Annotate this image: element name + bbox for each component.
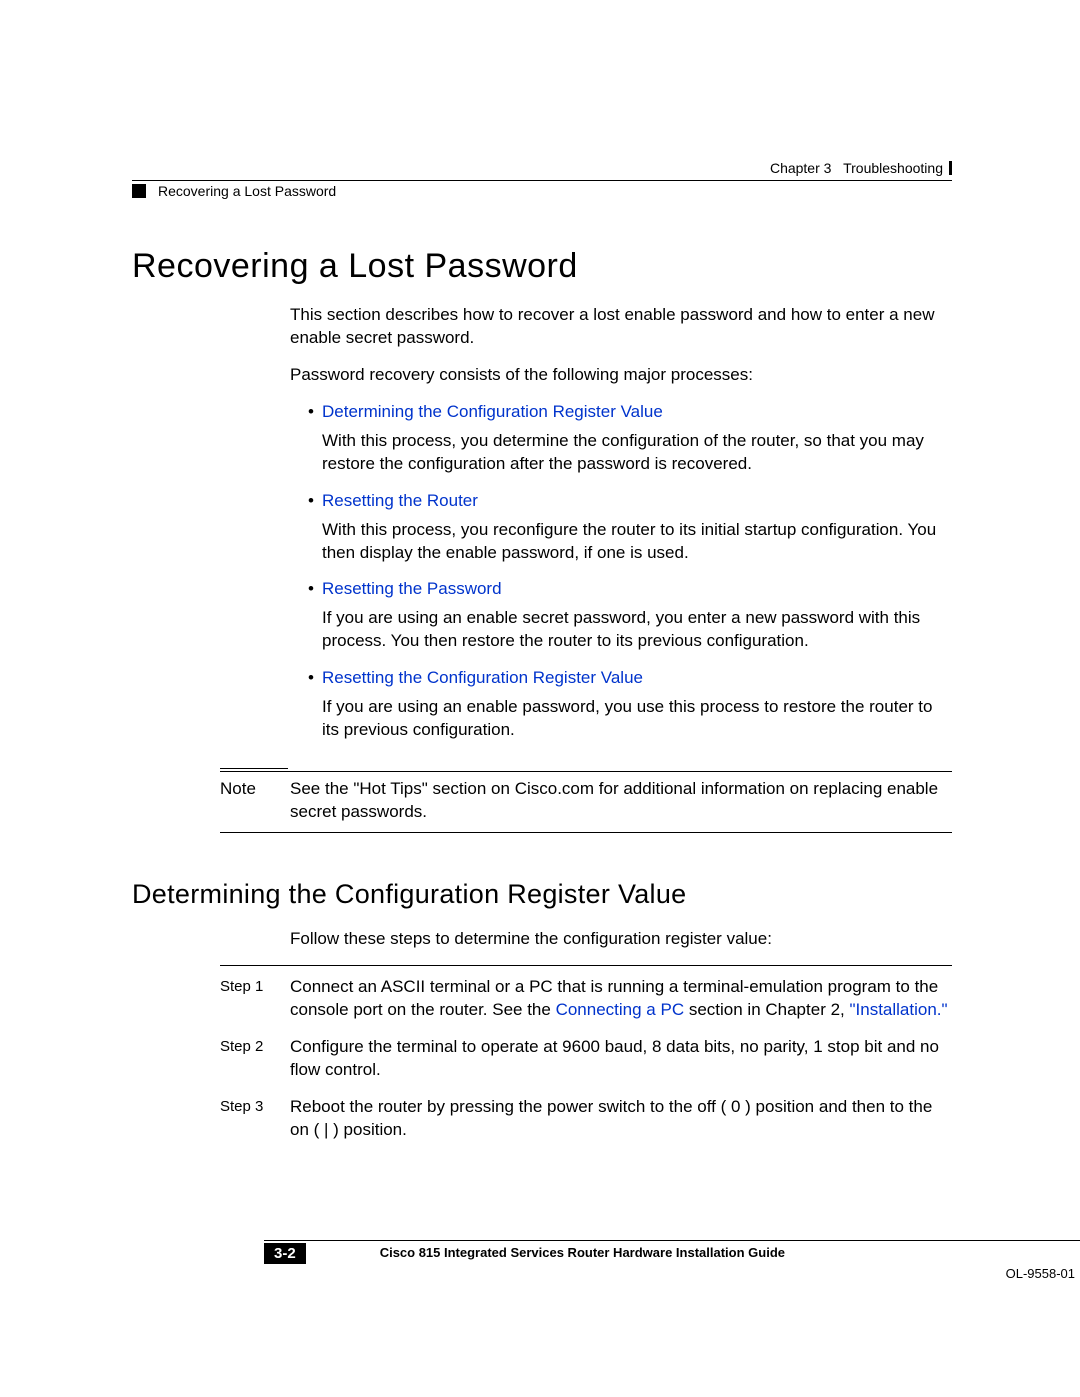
process-desc-1: With this process, you determine the con… (322, 430, 952, 476)
bullet-icon: • (308, 578, 322, 601)
list-item: • Resetting the Password If you are usin… (308, 578, 952, 653)
header-rule (132, 180, 952, 181)
step-label-3: Step 3 (220, 1096, 290, 1142)
process-link-4[interactable]: Resetting the Configuration Register Val… (322, 668, 643, 687)
intro-paragraph-1: This section describes how to recover a … (290, 304, 952, 350)
list-item: • Determining the Configuration Register… (308, 401, 952, 476)
step1-link-connecting[interactable]: Connecting a PC (556, 1000, 685, 1019)
header-bar-icon (949, 161, 952, 175)
note-short-rule (220, 768, 288, 769)
step-row: Step 1 Connect an ASCII terminal or a PC… (220, 976, 952, 1022)
page-footer: 3-2 Cisco 815 Integrated Services Router… (264, 1210, 1080, 1281)
step-text-1: Connect an ASCII terminal or a PC that i… (290, 976, 952, 1022)
note-bottom-rule (220, 832, 952, 833)
breadcrumb: Recovering a Lost Password (158, 183, 336, 199)
process-link-1[interactable]: Determining the Configuration Register V… (322, 402, 663, 421)
step-label-2: Step 2 (220, 1036, 290, 1082)
process-desc-4: If you are using an enable password, you… (322, 696, 952, 742)
section-marker-icon (132, 184, 146, 198)
process-desc-2: With this process, you reconfigure the r… (322, 519, 952, 565)
page-number: 3-2 (264, 1243, 306, 1264)
list-item: • Resetting the Configuration Register V… (308, 667, 952, 742)
process-link-3[interactable]: Resetting the Password (322, 579, 502, 598)
steps-block: Step 1 Connect an ASCII terminal or a PC… (220, 965, 952, 1142)
step-row: Step 2 Configure the terminal to operate… (220, 1036, 952, 1082)
header-title: Troubleshooting (843, 160, 943, 176)
subsection-title: Determining the Configuration Register V… (132, 879, 952, 910)
note-text: See the "Hot Tips" section on Cisco.com … (290, 778, 952, 824)
subsection-intro: Follow these steps to determine the conf… (290, 928, 952, 951)
note-label: Note (220, 778, 290, 824)
bullet-icon: • (308, 490, 322, 513)
process-desc-3: If you are using an enable secret passwo… (322, 607, 952, 653)
bullet-icon: • (308, 401, 322, 424)
footer-rule (264, 1240, 1080, 1241)
note-full-rule (220, 771, 952, 772)
step-label-1: Step 1 (220, 976, 290, 1022)
process-list: • Determining the Configuration Register… (308, 401, 952, 742)
footer-guide-title: Cisco 815 Integrated Services Router Har… (380, 1243, 785, 1264)
step-row: Step 3 Reboot the router by pressing the… (220, 1096, 952, 1142)
steps-rule (220, 965, 952, 966)
intro-paragraph-2: Password recovery consists of the follow… (290, 364, 952, 387)
note-block: Note See the "Hot Tips" section on Cisco… (220, 768, 952, 833)
page-title: Recovering a Lost Password (132, 247, 952, 286)
header-chapter: Chapter 3 (770, 160, 831, 176)
footer-doc-id: OL-9558-01 (1006, 1266, 1075, 1281)
step1-link-installation[interactable]: "Installation." (849, 1000, 947, 1019)
bullet-icon: • (308, 667, 322, 690)
step-text-3: Reboot the router by pressing the power … (290, 1096, 952, 1142)
list-item: • Resetting the Router With this process… (308, 490, 952, 565)
step-text-2: Configure the terminal to operate at 960… (290, 1036, 952, 1082)
process-link-2[interactable]: Resetting the Router (322, 491, 478, 510)
